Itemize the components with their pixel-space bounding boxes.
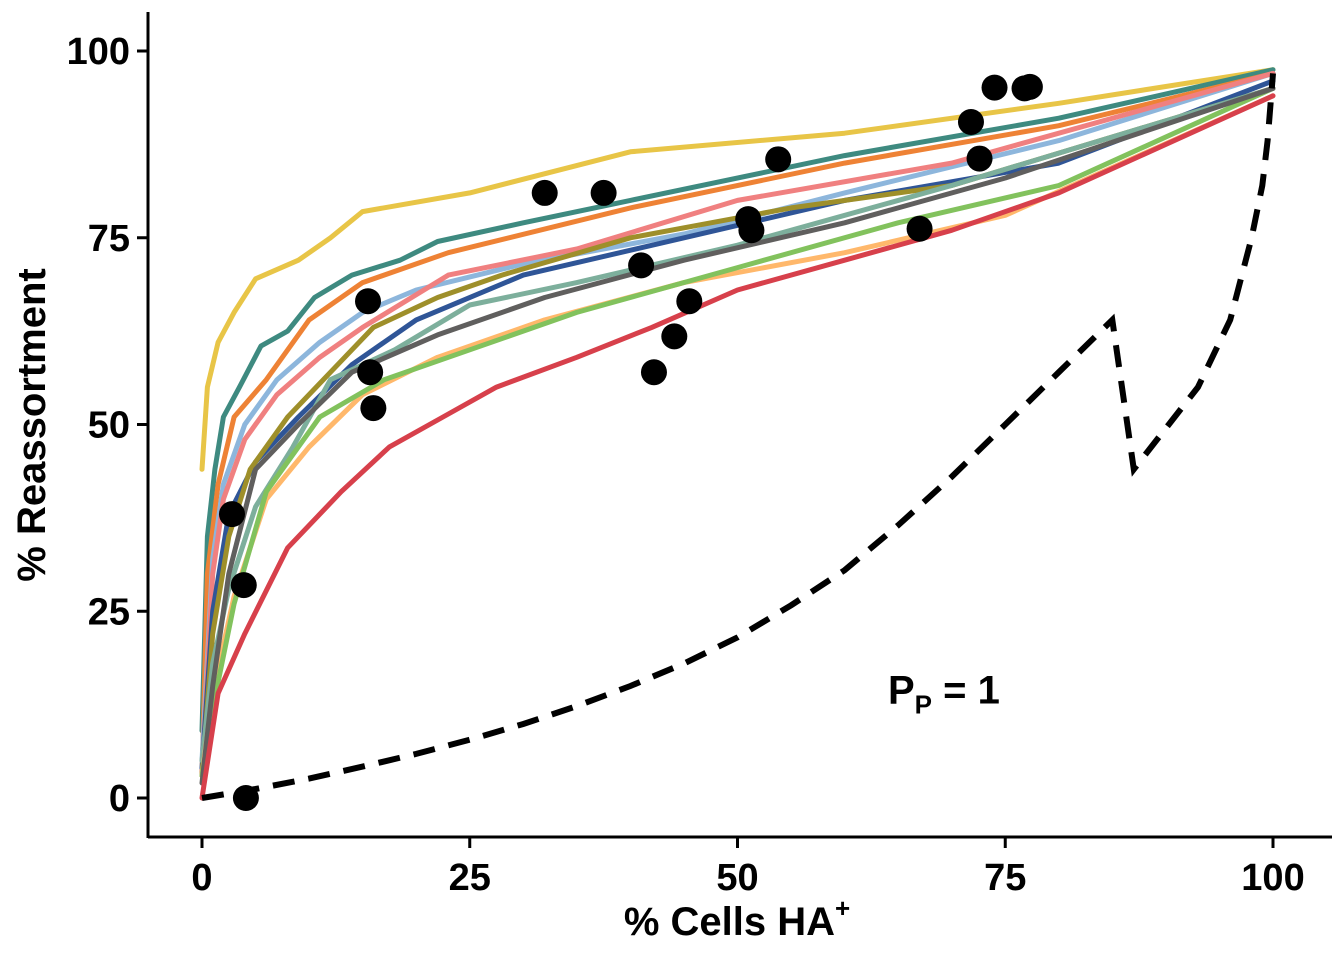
x-tick-label: 100 bbox=[1241, 857, 1304, 899]
scatter-point bbox=[981, 74, 1008, 101]
scatter-point bbox=[218, 501, 245, 528]
x-ticks: 0 25 50 75 100 bbox=[191, 837, 1305, 899]
series-line-7 bbox=[199, 85, 1276, 779]
x-tick-label: 50 bbox=[716, 857, 758, 899]
scatter-point bbox=[232, 785, 259, 811]
dashed-reference-curve bbox=[201, 73, 1276, 801]
pp-annotation: PP = 1 bbox=[888, 669, 1000, 720]
dashed-reference-line bbox=[201, 73, 1276, 801]
series-lines bbox=[199, 67, 1276, 801]
scatter-point bbox=[230, 572, 257, 599]
x-tick-label: 0 bbox=[191, 857, 212, 899]
pp-annotation-value: = 1 bbox=[932, 669, 1000, 713]
x-axis-title-superscript: + bbox=[835, 893, 850, 923]
scatter-point bbox=[738, 217, 765, 244]
scatter-point bbox=[640, 359, 667, 386]
series-line-10 bbox=[199, 85, 1276, 779]
scatter-point bbox=[355, 288, 382, 315]
axes bbox=[146, 12, 1332, 839]
x-tick-label: 25 bbox=[449, 857, 491, 899]
scatter-point bbox=[661, 323, 688, 350]
scatter-point bbox=[628, 252, 655, 279]
y-tick-label: 0 bbox=[109, 778, 130, 820]
scatter-point bbox=[765, 146, 792, 173]
series-line-1 bbox=[199, 67, 1276, 472]
scatter-points bbox=[218, 73, 1043, 811]
scatter-point bbox=[1016, 73, 1043, 100]
scatter-point bbox=[906, 215, 933, 242]
scatter-point bbox=[676, 288, 703, 315]
series-line-11 bbox=[199, 85, 1276, 786]
series-line-9 bbox=[199, 93, 1276, 779]
x-tick-label: 75 bbox=[984, 857, 1026, 899]
scatter-point bbox=[360, 395, 387, 422]
scatter-point bbox=[590, 179, 617, 206]
y-ticks: 0 25 50 75 100 bbox=[67, 31, 148, 820]
x-axis-title: % Cells HA+ bbox=[624, 893, 850, 944]
scatter-point bbox=[531, 179, 558, 206]
series-line-2 bbox=[199, 67, 1276, 734]
pp-annotation-main: P bbox=[888, 669, 915, 713]
y-tick-label: 75 bbox=[88, 218, 130, 260]
y-tick-label: 50 bbox=[88, 405, 130, 447]
pp-annotation-subscript: P bbox=[915, 690, 932, 720]
scatter-point bbox=[957, 108, 984, 135]
y-tick-label: 100 bbox=[67, 31, 130, 73]
scatter-point bbox=[966, 145, 993, 172]
series-line-8 bbox=[199, 85, 1276, 764]
y-axis-title: % Reassortment bbox=[10, 268, 54, 581]
y-tick-label: 25 bbox=[88, 591, 130, 633]
series-line-3 bbox=[199, 70, 1276, 779]
scatter-point bbox=[357, 359, 384, 386]
